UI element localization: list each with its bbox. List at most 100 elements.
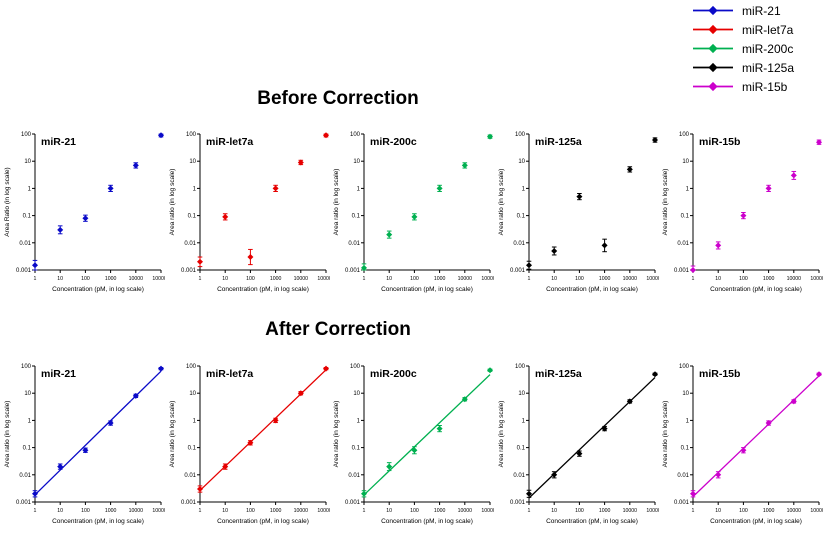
- chart-miR-200c-after: 1001010.10.010.001110100100010000100000C…: [333, 364, 499, 525]
- data-point: [461, 162, 468, 169]
- y-tick-label: 1: [686, 418, 690, 424]
- x-tick-label: 100000: [317, 508, 330, 514]
- x-axis-label: Concentration (pM, in log scale): [217, 286, 309, 293]
- chart-miR-21-before: 1001010.10.010.001110100100010000100000C…: [4, 132, 170, 293]
- x-tick-label: 1000: [434, 276, 446, 282]
- data-point: [158, 365, 164, 372]
- x-tick-label: 10000: [787, 276, 802, 282]
- legend-item-miR-125a: miR-125a: [691, 60, 794, 75]
- plot-title: miR-200c: [370, 368, 417, 380]
- x-tick-label: 1: [527, 508, 530, 514]
- data-point: [765, 185, 772, 192]
- data-point: [651, 137, 658, 144]
- data-point: [690, 490, 696, 497]
- after-plots-row: 1001010.10.010.001110100100010000100000C…: [1, 352, 824, 530]
- data-point: [575, 193, 582, 200]
- y-tick-label: 0.001: [674, 268, 690, 274]
- plot-miR-125a-after: 1001010.10.010.001110100100010000100000C…: [495, 352, 664, 530]
- data-point: [651, 371, 658, 378]
- data-point: [361, 264, 367, 271]
- y-tick-label: 100: [514, 132, 525, 138]
- x-tick-label: 100000: [646, 276, 659, 282]
- legend-diamond-icon: [708, 43, 718, 54]
- data-point: [386, 463, 393, 470]
- plot-title: miR-21: [41, 368, 76, 380]
- y-tick-label: 1: [521, 186, 525, 192]
- legend-diamond-icon: [708, 5, 718, 16]
- x-tick-label: 1000: [269, 508, 281, 514]
- y-tick-label: 0.1: [187, 446, 196, 452]
- x-tick-label: 1000: [105, 508, 117, 514]
- x-tick-label: 10: [386, 276, 392, 282]
- data-point: [790, 172, 797, 179]
- plot-miR-21-before: 1001010.10.010.001110100100010000100000C…: [1, 120, 170, 298]
- y-tick-label: 0.01: [677, 241, 689, 247]
- x-tick-label: 10: [715, 508, 721, 514]
- y-tick-label: 100: [514, 364, 525, 370]
- data-point: [196, 486, 203, 493]
- data-point: [158, 132, 164, 139]
- data-point: [816, 139, 822, 146]
- x-tick-label: 100: [739, 508, 748, 514]
- data-point: [715, 242, 722, 249]
- x-tick-label: 1: [527, 276, 530, 282]
- y-tick-label: 0.1: [516, 214, 525, 220]
- legend-diamond-icon: [708, 24, 718, 35]
- y-tick-label: 10: [24, 159, 31, 165]
- data-point: [297, 159, 304, 166]
- y-tick-label: 0.001: [674, 500, 690, 506]
- y-tick-label: 10: [682, 159, 689, 165]
- legend: miR-21 miR-let7a miR-200c miR-125a miR-15b: [691, 3, 794, 94]
- data-point: [715, 471, 722, 478]
- legend-diamond-icon: [708, 62, 718, 73]
- x-tick-label: 100000: [481, 276, 494, 282]
- data-point: [32, 262, 38, 269]
- data-point: [436, 185, 443, 192]
- legend-item-miR-21: miR-21: [691, 3, 794, 18]
- legend-marker-icon: [692, 5, 733, 16]
- y-tick-label: 0.001: [509, 268, 525, 274]
- y-tick-label: 1: [28, 418, 32, 424]
- data-point: [550, 471, 557, 478]
- x-axis-label: Concentration (pM, in log scale): [381, 286, 473, 293]
- y-tick-label: 0.1: [23, 214, 32, 220]
- x-tick-label: 100: [246, 508, 255, 514]
- legend-item-label: miR-21: [741, 3, 781, 18]
- chart-miR-15b-before: 1001010.10.010.001110100100010000100000C…: [662, 132, 824, 293]
- data-point: [626, 398, 633, 405]
- chart-miR-21-after: 1001010.10.010.001110100100010000100000C…: [4, 364, 170, 525]
- y-tick-label: 10: [24, 391, 31, 397]
- fit-line: [528, 377, 655, 499]
- data-point: [361, 490, 367, 497]
- data-point: [575, 450, 582, 457]
- x-tick-label: 100: [81, 276, 90, 282]
- x-tick-label: 1: [692, 276, 695, 282]
- data-point: [740, 447, 747, 454]
- plot-miR-let7a-after: 1001010.10.010.001110100100010000100000C…: [166, 352, 335, 530]
- y-axis-label: Area ratio (in log scale): [498, 169, 505, 236]
- x-axis-label: Concentration (pM, in log scale): [710, 518, 802, 525]
- x-tick-label: 1000: [763, 508, 775, 514]
- y-axis-label: Area ratio (in log scale): [662, 401, 669, 468]
- x-tick-label: 10000: [622, 508, 637, 514]
- x-tick-label: 10000: [293, 276, 308, 282]
- x-tick-label: 10: [57, 508, 63, 514]
- plot-title: miR-21: [41, 136, 76, 148]
- x-tick-label: 10000: [458, 508, 473, 514]
- after-correction-title: After Correction: [265, 319, 411, 340]
- y-tick-label: 100: [185, 132, 196, 138]
- data-point: [461, 396, 468, 403]
- fit-line: [692, 375, 820, 498]
- y-tick-label: 100: [21, 132, 32, 138]
- x-tick-label: 10: [551, 508, 557, 514]
- x-tick-label: 100000: [152, 508, 165, 514]
- y-tick-label: 100: [21, 364, 32, 370]
- data-point: [816, 371, 822, 378]
- x-tick-label: 1: [692, 508, 695, 514]
- x-tick-label: 10000: [129, 276, 144, 282]
- y-axis-label: Area ratio (in log scale): [4, 401, 11, 468]
- y-tick-label: 0.001: [16, 500, 32, 506]
- y-tick-label: 0.001: [509, 500, 525, 506]
- x-tick-label: 100000: [481, 508, 494, 514]
